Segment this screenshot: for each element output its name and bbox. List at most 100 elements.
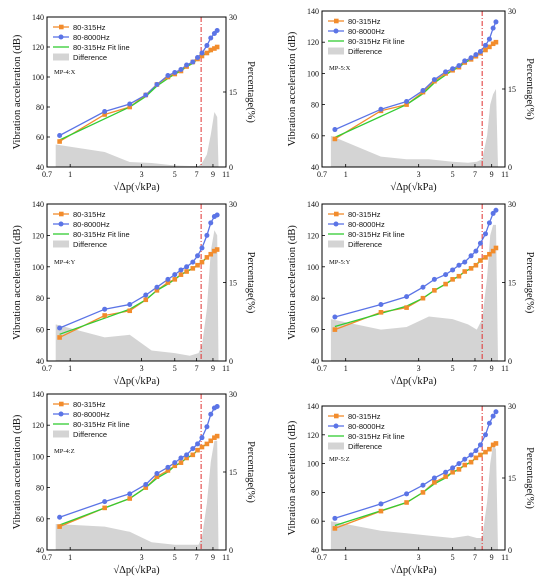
data-point-80-8000hz (420, 284, 426, 290)
x-tick-label: 9 (490, 170, 494, 179)
data-point-80-315hz (204, 255, 210, 260)
x-tick-label: 9 (490, 553, 494, 562)
data-point-80-315hz (165, 468, 171, 473)
data-point-80-8000hz (482, 231, 488, 237)
x-tick-label: 5 (451, 364, 455, 373)
y-tick-label: 60 (36, 326, 44, 335)
data-point-80-8000hz (404, 491, 410, 497)
y-tick-label: 140 (32, 390, 44, 399)
data-point-80-315hz (154, 288, 160, 293)
legend-label: Difference (73, 240, 107, 249)
data-point-80-315hz (199, 53, 205, 59)
y-tick-label: 140 (32, 13, 44, 22)
y-tick-label: 60 (311, 326, 319, 335)
y-tick-label: 100 (32, 263, 44, 272)
x-tick-label: 0.7 (317, 170, 327, 179)
data-point-80-315hz (487, 446, 492, 452)
data-point-80-315hz (199, 444, 205, 450)
legend-label: 80-8000Hz (348, 27, 385, 36)
legend-marker-square (59, 211, 64, 217)
y-tick-label: 60 (311, 517, 319, 526)
data-point-80-8000hz (154, 471, 160, 477)
y-tick-label: 40 (36, 357, 44, 366)
y-axis-label: Vibration acceleration (dB) (287, 420, 298, 535)
y-tick-label: 140 (307, 7, 319, 16)
data-point-80-315hz (420, 490, 426, 495)
difference-area (55, 112, 219, 167)
x-tick-label: 0.7 (42, 170, 52, 179)
series-80-8000hz-line (334, 411, 497, 519)
y2-tick-label: 15 (229, 279, 237, 288)
y-tick-label: 80 (36, 294, 44, 303)
data-point-80-315hz (490, 442, 496, 448)
legend-item: 80-8000Hz (328, 27, 385, 36)
y2-tick-label: 0 (229, 163, 233, 172)
data-point-80-315hz (212, 46, 217, 51)
data-point-80-8000hz (214, 403, 220, 409)
legend-marker-square (334, 413, 339, 419)
chart-panel-4: 40 60 80 100 120 140 0 15 30 0.7 1 3 5 7 9 11 Vibration … (287, 200, 535, 387)
data-point-80-315hz (473, 455, 479, 461)
y-tick-label: 120 (32, 421, 44, 430)
chart-panel-6: 40 60 80 100 120 140 0 15 30 0.7 1 3 5 7 9 11 Vibration … (287, 402, 535, 576)
data-point-80-315hz (57, 524, 62, 529)
legend-item: 80-8000Hz (53, 33, 110, 42)
legend-item: 80-315Hz Fit line (328, 432, 405, 441)
legend-swatch-area (53, 430, 69, 438)
y2-tick-label: 30 (229, 200, 237, 209)
data-point-80-8000hz (57, 325, 63, 331)
legend-swatch-area (328, 47, 344, 55)
x-tick-label: 7 (195, 364, 199, 373)
data-point-80-315hz (212, 435, 217, 440)
y2-tick-label: 30 (229, 13, 237, 22)
data-point-80-315hz (57, 335, 62, 340)
data-point-80-8000hz (473, 52, 479, 58)
difference-area (330, 89, 498, 167)
data-point-80-315hz (490, 41, 496, 47)
x-tick-label: 1 (344, 170, 348, 179)
data-point-80-315hz (57, 139, 62, 144)
legend-marker-square (334, 211, 339, 217)
data-point-80-8000hz (143, 481, 149, 487)
legend-item: 80-315Hz (53, 400, 106, 409)
data-point-80-315hz (490, 248, 496, 254)
legend-item: Difference (53, 240, 107, 249)
data-point-80-315hz (404, 500, 409, 505)
data-point-80-315hz (172, 277, 178, 282)
legend-label: 80-8000Hz (73, 33, 110, 42)
y-tick-label: 140 (32, 200, 44, 209)
data-point-80-315hz (143, 485, 149, 490)
data-point-80-315hz (195, 262, 200, 268)
legend-label: 80-315Hz Fit line (73, 230, 130, 239)
legend-label: Difference (73, 430, 107, 439)
y-tick-label: 60 (36, 133, 44, 142)
x-tick-label: 5 (173, 364, 177, 373)
x-axis-label: √Δp(√kPa) (113, 564, 160, 576)
data-point-80-315hz (102, 505, 107, 511)
data-point-80-8000hz (102, 306, 108, 312)
y-tick-label: 80 (311, 101, 319, 110)
y2-tick-label: 30 (229, 390, 237, 399)
x-tick-label: 3 (417, 170, 421, 179)
y-tick-label: 100 (307, 460, 319, 469)
data-point-80-8000hz (165, 464, 171, 470)
series-80-315hz-line (334, 247, 497, 331)
legend-marker-circle (333, 221, 339, 227)
legend-label: 80-8000Hz (73, 410, 110, 419)
x-tick-label: 3 (140, 170, 144, 179)
chart-panel-5: 40 60 80 100 120 140 0 15 30 0.7 1 3 5 7 9 11 Vibration … (12, 390, 256, 576)
y2-tick-label: 0 (508, 546, 512, 555)
legend-label: Difference (348, 442, 382, 451)
legend-marker-square (59, 24, 64, 30)
legend-item: 80-315Hz Fit line (53, 230, 130, 239)
x-tick-label: 5 (173, 170, 177, 179)
data-point-80-8000hz (378, 301, 384, 307)
y-tick-label: 40 (36, 546, 44, 555)
x-tick-label: 9 (211, 553, 215, 562)
data-point-80-8000hz (332, 515, 338, 521)
x-tick-label: 11 (222, 553, 230, 562)
data-point-80-8000hz (178, 455, 184, 461)
y2-tick-label: 15 (508, 474, 516, 483)
data-point-80-8000hz (102, 109, 108, 114)
